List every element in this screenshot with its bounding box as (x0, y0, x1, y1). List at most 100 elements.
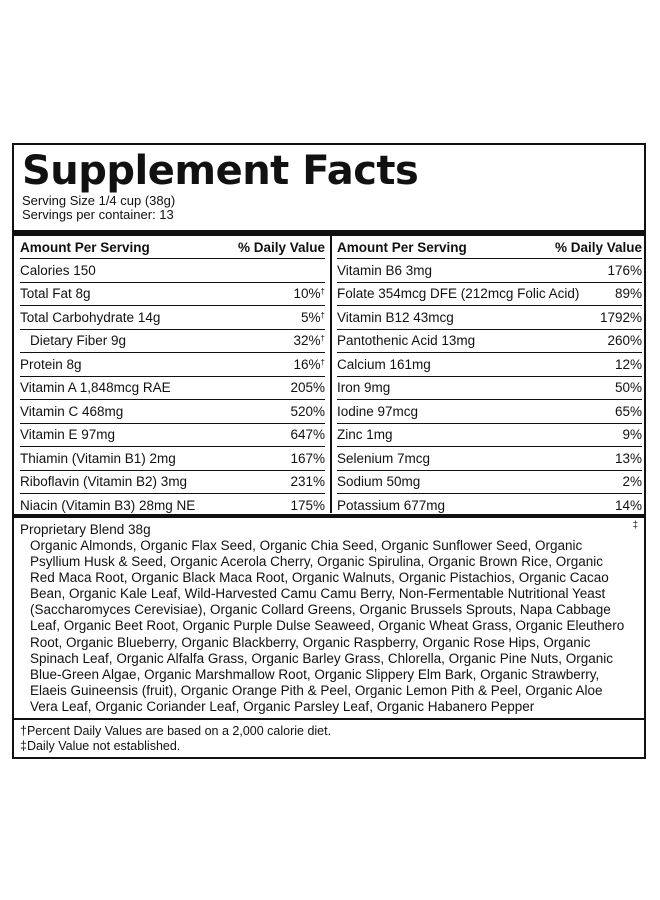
nutrient-row: Vitamin B6 3mg 176% (337, 259, 642, 283)
nutrient-row: Selenium 7mcg 13% (337, 447, 642, 471)
blend-dv-mark: ‡ (632, 520, 638, 531)
daily-value-text: 175% (290, 498, 325, 514)
nutrient-name: Vitamin C 468mg (20, 403, 124, 419)
nutrient-row: Calories 150 (20, 259, 325, 283)
nutrient-row: Vitamin E 97mg 647% (20, 424, 325, 447)
daily-value-text: 205% (290, 380, 325, 396)
thick-divider (14, 230, 644, 236)
daily-value-text: 260% (607, 333, 642, 349)
nutrient-row: Calcium 161mg 12% (337, 353, 642, 377)
daily-value-text: 647% (290, 427, 325, 443)
daily-value-text: 16% (293, 356, 321, 372)
nutrient-daily-value: 175% (290, 498, 325, 513)
nutrient-row: Potassium 677mg 14% (337, 494, 642, 518)
nutrient-daily-value: 5%† (301, 310, 325, 325)
header-daily-value: % Daily Value (554, 239, 642, 255)
header-daily-value: % Daily Value (237, 239, 325, 255)
daily-value-mark: † (320, 310, 325, 320)
nutrient-name: Total Fat 8g (20, 286, 91, 302)
daily-value-mark: † (320, 287, 325, 297)
daily-value-text: 12% (614, 356, 642, 372)
nutrient-name: Calcium 161mg (337, 356, 431, 372)
nutrient-name: Selenium 7mcg (337, 450, 431, 466)
nutrient-name: Thiamin (Vitamin B1) 2mg (20, 450, 176, 466)
nutrient-row: Folate 354mcg DFE (212mcg Folic Acid) 89% (337, 283, 642, 306)
nutrient-name: Sodium 50mg (337, 474, 421, 490)
nutrient-name: Potassium 677mg (337, 498, 446, 514)
nutrient-row: Iodine 97mcg 65% (337, 400, 642, 424)
nutrient-daily-value: 176% (607, 263, 642, 278)
nutrient-name: Iron 9mg (337, 380, 391, 396)
nutrient-daily-value: 647% (290, 427, 325, 442)
nutrient-name: Total Carbohydrate 14g (20, 309, 161, 325)
nutrient-row: Vitamin A 1,848mcg RAE 205% (20, 377, 325, 400)
panel-title: Supplement Facts (22, 148, 419, 194)
header-amount: Amount Per Serving (337, 239, 467, 255)
nutrient-row: Thiamin (Vitamin B1) 2mg 167% (20, 447, 325, 471)
nutrient-column-right: Amount Per Serving % Daily Value Vitamin… (337, 236, 642, 518)
nutrient-name: Folate 354mcg DFE (212mcg Folic Acid) (337, 286, 580, 302)
column-divider (330, 236, 332, 513)
blend-title: Proprietary Blend 38g (20, 522, 151, 537)
nutrient-row: Total Fat 8g 10%† (20, 283, 325, 306)
daily-value-text: 32% (293, 333, 321, 349)
blend-ingredients: Organic Almonds, Organic Flax Seed, Orga… (30, 538, 625, 714)
daily-value-text: 89% (614, 286, 642, 302)
nutrient-daily-value: 9% (622, 427, 642, 442)
nutrient-daily-value: 167% (290, 451, 325, 466)
nutrient-daily-value: 205% (290, 380, 325, 395)
nutrient-name: Dietary Fiber 9g (30, 333, 127, 349)
nutrient-row: Niacin (Vitamin B3) 28mg NE 175% (20, 494, 325, 518)
daily-value-text: 9% (622, 427, 642, 443)
nutrient-row: Zinc 1mg 9% (337, 424, 642, 447)
nutrient-row: Pantothenic Acid 13mg 260% (337, 330, 642, 353)
nutrient-daily-value: 13% (615, 451, 642, 466)
nutrient-daily-value: 260% (607, 333, 642, 348)
nutrient-row: Riboflavin (Vitamin B2) 3mg 231% (20, 471, 325, 494)
nutrient-daily-value: 231% (290, 474, 325, 489)
nutrient-daily-value: 10%† (294, 286, 325, 301)
nutrient-row: Dietary Fiber 9g 32%† (20, 330, 325, 353)
column-header: Amount Per Serving % Daily Value (337, 236, 642, 259)
daily-value-text: 14% (614, 498, 642, 514)
supplement-facts-panel: Supplement Facts Serving Size 1/4 cup (3… (12, 143, 646, 759)
nutrient-row: Vitamin B12 43mcg 1792% (337, 306, 642, 330)
footnote-dv-not-established: ‡Daily Value not established. (20, 739, 181, 753)
daily-value-text: 167% (290, 450, 325, 466)
nutrient-daily-value: 2% (622, 474, 642, 489)
nutrient-name: Calories 150 (20, 262, 96, 278)
nutrient-daily-value: 50% (615, 380, 642, 395)
nutrient-column-left: Amount Per Serving % Daily Value Calorie… (20, 236, 325, 518)
daily-value-mark: † (320, 334, 325, 344)
nutrient-name: Iodine 97mcg (337, 403, 419, 419)
nutrient-row: Vitamin C 468mg 520% (20, 400, 325, 424)
daily-value-text: 10% (293, 286, 321, 302)
nutrient-name: Riboflavin (Vitamin B2) 3mg (20, 474, 188, 490)
nutrient-name: Vitamin B12 43mcg (337, 309, 454, 325)
daily-value-text: 2% (622, 474, 642, 490)
serving-size: Serving Size 1/4 cup (38g) (22, 193, 176, 208)
nutrient-name: Niacin (Vitamin B3) 28mg NE (20, 498, 196, 514)
daily-value-text: 13% (614, 450, 642, 466)
nutrient-daily-value: 520% (290, 404, 325, 419)
nutrient-daily-value: 12% (615, 357, 642, 372)
footnote-divider (14, 718, 644, 720)
nutrient-daily-value: 16%† (294, 357, 325, 372)
nutrient-name: Pantothenic Acid 13mg (337, 333, 476, 349)
daily-value-text: 50% (614, 380, 642, 396)
footnote-percent-dv: †Percent Daily Values are based on a 2,0… (20, 724, 332, 738)
nutrient-daily-value: 89% (615, 286, 642, 301)
nutrient-name: Zinc 1mg (337, 427, 393, 443)
nutrient-name: Vitamin A 1,848mcg RAE (20, 380, 171, 396)
nutrient-name: Protein 8g (20, 356, 82, 372)
nutrient-daily-value: 65% (615, 404, 642, 419)
section-divider (14, 514, 644, 518)
nutrient-row: Total Carbohydrate 14g 5%† (20, 306, 325, 330)
daily-value-text: 1792% (599, 309, 642, 325)
nutrient-daily-value: 1792% (600, 310, 642, 325)
daily-value-text: 5% (301, 309, 321, 325)
column-header: Amount Per Serving % Daily Value (20, 236, 325, 259)
servings-per-container: Servings per container: 13 (22, 207, 174, 222)
nutrient-name: Vitamin E 97mg (20, 427, 116, 443)
daily-value-text: 231% (290, 474, 325, 490)
